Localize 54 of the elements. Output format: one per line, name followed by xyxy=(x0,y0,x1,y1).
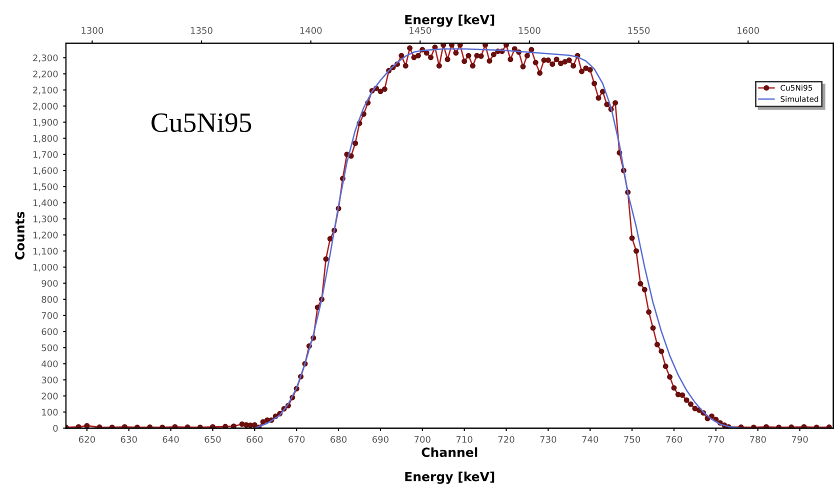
x-tick-label: 640 xyxy=(162,436,179,443)
x2-tick-label: 1550 xyxy=(628,27,650,34)
y-tick-label: 1,500 xyxy=(33,183,58,192)
y-tick-label: 2,300 xyxy=(33,54,58,62)
text: Energy [keV] xyxy=(405,472,494,484)
x-tick-label: 720 xyxy=(498,436,514,443)
x-tick-label: 650 xyxy=(204,436,221,443)
y-tick-label: 1,600 xyxy=(33,167,58,175)
y-tick-label: 800 xyxy=(42,296,58,303)
y-tick-label: 2,100 xyxy=(33,86,58,94)
x-tick-label: 700 xyxy=(414,436,430,443)
y-tick-label: 1,400 xyxy=(33,199,58,208)
x-tick-label: 790 xyxy=(792,436,808,443)
y-axis-title: Counts xyxy=(15,212,25,260)
y-tick-label: 2,200 xyxy=(33,70,58,78)
x-tick-label: 660 xyxy=(246,436,263,443)
y-tick-label: 1,200 xyxy=(33,232,58,240)
x-tick-label: 690 xyxy=(372,436,388,443)
x2-tick-label: 1600 xyxy=(738,27,759,34)
x2-tick-label: 1300 xyxy=(82,27,104,34)
x-tick-label: 740 xyxy=(582,436,598,443)
x-tick-label: 780 xyxy=(750,436,766,443)
y-tick-label: 400 xyxy=(42,360,58,368)
y-tick-label: 1,000 xyxy=(33,264,58,272)
x-tick-label: 730 xyxy=(540,436,556,443)
y-tick-label: 600 xyxy=(42,328,58,336)
y-tick-label: 100 xyxy=(42,408,58,416)
x-tick-label: 750 xyxy=(624,436,640,443)
x-axis-title: Channel xyxy=(422,447,478,457)
x-tick-label: 680 xyxy=(330,436,347,443)
y-tick-label: 2,000 xyxy=(33,102,58,111)
x2-axis-title: Energy [keV] xyxy=(405,14,494,27)
y-tick-label: 1,100 xyxy=(33,248,58,256)
x-tick-label: 710 xyxy=(456,436,472,443)
y-tick-label: 1,800 xyxy=(33,135,58,143)
x-tick-label: 620 xyxy=(78,436,95,443)
x2-tick-label: 1450 xyxy=(410,27,432,34)
x2-tick-label: 1350 xyxy=(191,27,212,34)
y-tick-label: 500 xyxy=(42,344,58,352)
y-tick-label: 300 xyxy=(42,376,58,384)
x2-tick-label: 1400 xyxy=(300,27,322,34)
y-tick-label: 200 xyxy=(42,392,58,400)
x2-tick-label: 1500 xyxy=(518,27,540,34)
y-tick-label: 1,700 xyxy=(33,151,58,159)
annotation: Cu5Ni95 xyxy=(152,113,252,132)
y-tick-label: 700 xyxy=(42,312,58,319)
x-tick-label: 760 xyxy=(666,436,682,443)
y-tick-label: 1,900 xyxy=(33,118,58,127)
y-tick-label: 1,300 xyxy=(33,216,58,224)
x-tick-label: 670 xyxy=(288,436,305,443)
y-tick-label: 0 xyxy=(53,424,58,432)
x-tick-label: 770 xyxy=(708,436,724,443)
x-tick-label: 630 xyxy=(120,436,137,443)
y-tick-label: 900 xyxy=(42,280,58,287)
